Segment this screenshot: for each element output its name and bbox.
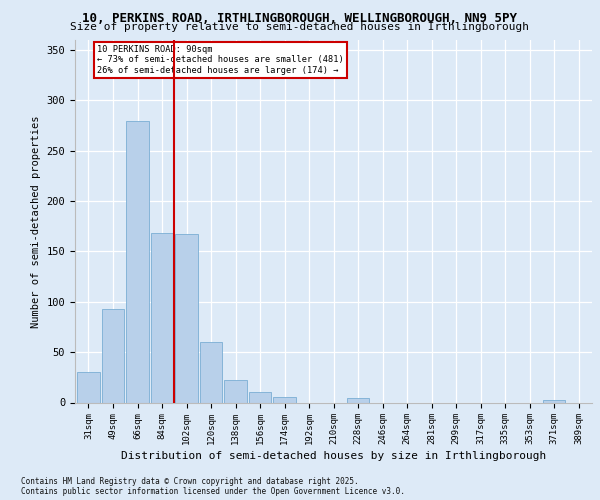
Bar — [224, 380, 247, 402]
Y-axis label: Number of semi-detached properties: Number of semi-detached properties — [31, 115, 41, 328]
Text: Contains HM Land Registry data © Crown copyright and database right 2025.
Contai: Contains HM Land Registry data © Crown c… — [21, 476, 405, 496]
Bar — [102, 309, 124, 402]
Text: Size of property relative to semi-detached houses in Irthlingborough: Size of property relative to semi-detach… — [71, 22, 530, 32]
Bar — [274, 398, 296, 402]
Text: 10, PERKINS ROAD, IRTHLINGBOROUGH, WELLINGBOROUGH, NN9 5PY: 10, PERKINS ROAD, IRTHLINGBOROUGH, WELLI… — [83, 12, 517, 24]
Bar — [175, 234, 198, 402]
Bar — [543, 400, 565, 402]
Bar — [347, 398, 370, 402]
Bar — [126, 120, 149, 402]
Bar — [200, 342, 223, 402]
Bar — [151, 234, 173, 402]
Bar — [77, 372, 100, 402]
Text: 10 PERKINS ROAD: 90sqm
← 73% of semi-detached houses are smaller (481)
26% of se: 10 PERKINS ROAD: 90sqm ← 73% of semi-det… — [97, 45, 344, 75]
Bar — [249, 392, 271, 402]
X-axis label: Distribution of semi-detached houses by size in Irthlingborough: Distribution of semi-detached houses by … — [121, 452, 546, 462]
